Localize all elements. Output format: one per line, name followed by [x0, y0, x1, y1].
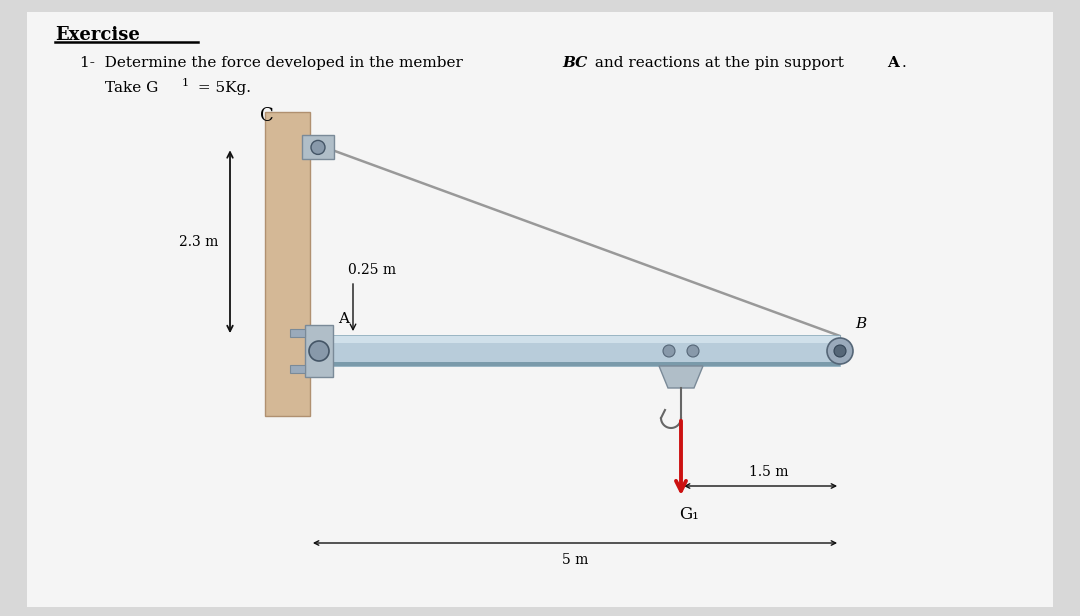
- Text: Take G: Take G: [105, 81, 159, 95]
- Text: 2.3 m: 2.3 m: [178, 235, 218, 249]
- Bar: [265, 112, 310, 416]
- Polygon shape: [659, 366, 703, 388]
- Bar: [305, 325, 333, 377]
- Text: C: C: [260, 107, 273, 126]
- Circle shape: [834, 345, 846, 357]
- Text: and reactions at the pin support: and reactions at the pin support: [590, 56, 849, 70]
- Text: 1: 1: [183, 78, 189, 88]
- Bar: [291, 329, 305, 337]
- Bar: [310, 336, 840, 366]
- Bar: [310, 362, 840, 366]
- Circle shape: [827, 338, 853, 364]
- Circle shape: [309, 341, 329, 361]
- Text: Exercise: Exercise: [55, 26, 140, 44]
- Text: A: A: [887, 56, 899, 70]
- Text: = 5Kg.: = 5Kg.: [193, 81, 251, 95]
- Text: G₁: G₁: [679, 506, 699, 523]
- Bar: [302, 136, 334, 160]
- Text: BC: BC: [562, 56, 588, 70]
- Text: A: A: [338, 312, 349, 326]
- Circle shape: [311, 140, 325, 155]
- Bar: [291, 365, 305, 373]
- Text: 1-  Determine the force developed in the member: 1- Determine the force developed in the …: [80, 56, 468, 70]
- Circle shape: [663, 345, 675, 357]
- Text: .: .: [902, 56, 907, 70]
- Bar: [310, 336, 840, 343]
- Text: 0.25 m: 0.25 m: [348, 263, 396, 277]
- Circle shape: [687, 345, 699, 357]
- Text: 1.5 m: 1.5 m: [748, 465, 788, 479]
- Text: 5 m: 5 m: [562, 553, 589, 567]
- Text: B: B: [855, 317, 866, 331]
